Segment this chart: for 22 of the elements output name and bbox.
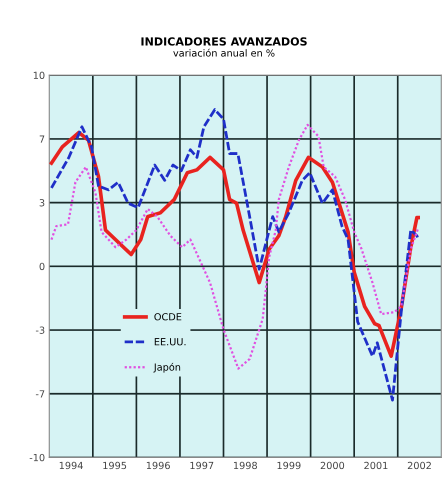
legend-label: EE.UU.	[154, 338, 186, 346]
chart-subtitle: variación anual en %	[173, 48, 275, 57]
x-tick-label: 2002	[408, 462, 431, 470]
y-tick-label: 3	[40, 199, 44, 206]
y-tick-label: -7	[36, 390, 44, 398]
chart-title: INDICADORES AVANZADOS	[141, 37, 307, 46]
x-tick-label: 1994	[60, 462, 83, 470]
x-tick-label: 1996	[146, 462, 170, 470]
x-tick-label: 1998	[234, 462, 257, 470]
legend-label: OCDE	[154, 313, 182, 320]
x-tick-label: 1995	[103, 462, 126, 470]
y-tick-label: -3	[36, 326, 44, 334]
y-tick-label: 10	[34, 72, 44, 80]
y-tick-label: 0	[40, 262, 44, 270]
y-tick-label: 7	[40, 136, 44, 143]
y-tick-label: -10	[30, 454, 44, 462]
x-tick-label: 1999	[278, 462, 301, 470]
line-series	[50, 108, 420, 402]
x-tick-label: 1997	[190, 462, 214, 470]
x-tick-label: 2001	[364, 462, 388, 470]
x-tick-label: 2000	[320, 462, 344, 470]
legend-label: Japón	[153, 362, 180, 373]
